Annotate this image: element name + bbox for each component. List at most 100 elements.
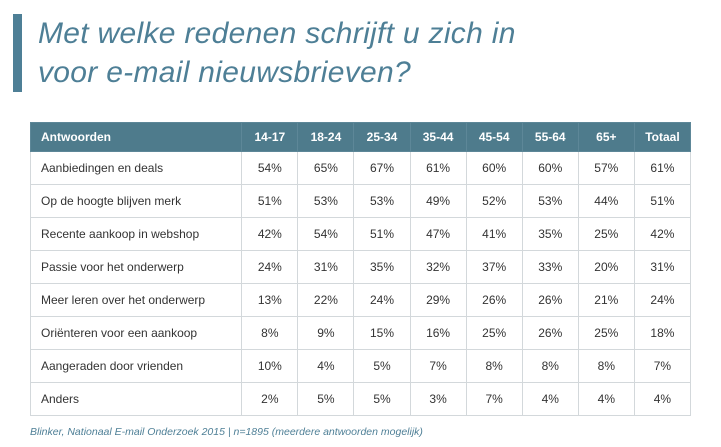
value-cell: 65% [297, 151, 355, 185]
value-cell: 8% [577, 349, 635, 383]
row-label: Recente aankoop in webshop [29, 217, 243, 251]
row-label: Anders [29, 382, 243, 416]
value-cell: 8% [465, 349, 523, 383]
value-cell: 52% [465, 184, 523, 218]
value-cell: 35% [521, 217, 579, 251]
header-row: Antwoorden 14-17 18-24 25-34 35-44 45-54 55-64… [29, 122, 692, 152]
value-cell: 67% [353, 151, 411, 185]
row-label: Op de hoogte blijven merk [29, 184, 243, 218]
source-note: Blinker, Nationaal E-mail Onderzoek 2015… [30, 426, 423, 438]
table-row: Oriënteren voor een aankoop 8% 9% 15% 16% 25%… [29, 316, 692, 350]
value-cell: 24% [633, 283, 692, 317]
value-cell: 54% [297, 217, 355, 251]
value-cell: 10% [241, 349, 299, 383]
table-header: Antwoorden 14-17 18-24 25-34 35-44 45-54 55-64… [29, 122, 692, 152]
table-row: Recente aankoop in webshop 42% 54% 51% 47% 41… [29, 217, 692, 251]
value-cell: 4% [297, 349, 355, 383]
value-cell: 8% [521, 349, 579, 383]
column-header: Totaal [633, 122, 692, 152]
value-cell: 61% [409, 151, 467, 185]
table-row: Anders 2% 5% 5% 3% 7% 4% 4% 4% [29, 382, 692, 416]
table-body: Aanbiedingen en deals 54% 65% 67% 61% 60% 60% 5… [29, 151, 692, 416]
value-cell: 25% [577, 217, 635, 251]
value-cell: 2% [241, 382, 299, 416]
value-cell: 37% [465, 250, 523, 284]
value-cell: 53% [297, 184, 355, 218]
table-row: Meer leren over het onderwerp 13% 22% 24% 29… [29, 283, 692, 317]
value-cell: 29% [409, 283, 467, 317]
column-header: 25-34 [353, 122, 411, 152]
value-cell: 20% [577, 250, 635, 284]
value-cell: 60% [521, 151, 579, 185]
column-header: 45-54 [465, 122, 523, 152]
value-cell: 57% [577, 151, 635, 185]
value-cell: 32% [409, 250, 467, 284]
value-cell: 5% [353, 349, 411, 383]
value-cell: 26% [521, 283, 579, 317]
value-cell: 8% [241, 316, 299, 350]
value-cell: 4% [521, 382, 579, 416]
table-row: Op de hoogte blijven merk 51% 53% 53% 49% 52%… [29, 184, 692, 218]
value-cell: 51% [353, 217, 411, 251]
value-cell: 4% [633, 382, 692, 416]
value-cell: 41% [465, 217, 523, 251]
value-cell: 25% [465, 316, 523, 350]
column-header: 14-17 [241, 122, 299, 152]
column-header: 55-64 [521, 122, 579, 152]
row-label: Meer leren over het onderwerp [29, 283, 243, 317]
value-cell: 31% [297, 250, 355, 284]
value-cell: 16% [409, 316, 467, 350]
title-accent-bar [13, 14, 22, 92]
value-cell: 25% [577, 316, 635, 350]
row-label: Passie voor het onderwerp [29, 250, 243, 284]
value-cell: 61% [633, 151, 692, 185]
title-line-2: voor e-mail nieuwsbrieven? [38, 56, 411, 89]
value-cell: 7% [633, 349, 692, 383]
value-cell: 42% [241, 217, 299, 251]
value-cell: 7% [465, 382, 523, 416]
table-row: Aangeraden door vrienden 10% 4% 5% 7% 8% 8% 8% 7… [29, 349, 692, 383]
value-cell: 24% [241, 250, 299, 284]
value-cell: 51% [241, 184, 299, 218]
value-cell: 24% [353, 283, 411, 317]
value-cell: 22% [297, 283, 355, 317]
row-label: Aangeraden door vrienden [29, 349, 243, 383]
value-cell: 47% [409, 217, 467, 251]
value-cell: 9% [297, 316, 355, 350]
column-header-answers: Antwoorden [29, 122, 243, 152]
title-block: Met welke redenen schrijft u zich in voo… [13, 14, 721, 92]
value-cell: 60% [465, 151, 523, 185]
title-line-1: Met welke redenen schrijft u zich in [38, 17, 516, 50]
column-header: 65+ [577, 122, 635, 152]
row-label: Oriënteren voor een aankoop [29, 316, 243, 350]
value-cell: 31% [633, 250, 692, 284]
value-cell: 42% [633, 217, 692, 251]
value-cell: 3% [409, 382, 467, 416]
value-cell: 33% [521, 250, 579, 284]
value-cell: 7% [409, 349, 467, 383]
value-cell: 54% [241, 151, 299, 185]
value-cell: 35% [353, 250, 411, 284]
value-cell: 5% [297, 382, 355, 416]
value-cell: 26% [521, 316, 579, 350]
value-cell: 4% [577, 382, 635, 416]
row-label: Aanbiedingen en deals [29, 151, 243, 185]
value-cell: 51% [633, 184, 692, 218]
results-table: Antwoorden 14-17 18-24 25-34 35-44 45-54 55-64… [29, 122, 692, 416]
value-cell: 18% [633, 316, 692, 350]
value-cell: 13% [241, 283, 299, 317]
value-cell: 53% [521, 184, 579, 218]
table-row: Aanbiedingen en deals 54% 65% 67% 61% 60% 60% 5… [29, 151, 692, 185]
value-cell: 21% [577, 283, 635, 317]
column-header: 35-44 [409, 122, 467, 152]
table-row: Passie voor het onderwerp 24% 31% 35% 32% 37%… [29, 250, 692, 284]
value-cell: 53% [353, 184, 411, 218]
column-header: 18-24 [297, 122, 355, 152]
value-cell: 26% [465, 283, 523, 317]
value-cell: 49% [409, 184, 467, 218]
value-cell: 5% [353, 382, 411, 416]
value-cell: 44% [577, 184, 635, 218]
page-title: Met welke redenen schrijft u zich in voo… [38, 14, 516, 92]
value-cell: 15% [353, 316, 411, 350]
